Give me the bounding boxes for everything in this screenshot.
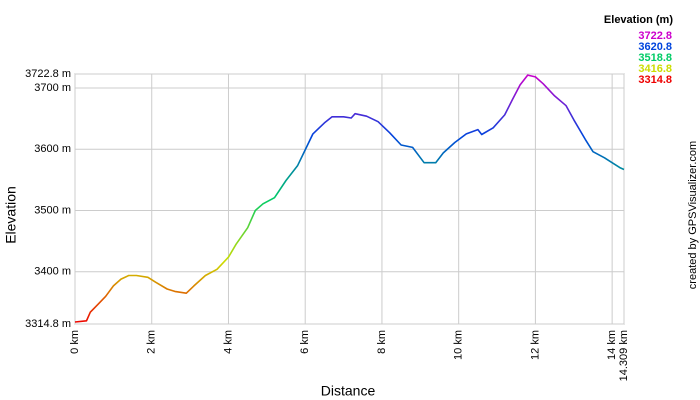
x-tick-label: 10 km	[453, 330, 465, 360]
y-tick-label: 3500 m	[34, 204, 71, 216]
x-tick-label: 14 km	[606, 330, 618, 360]
plot-frame	[74, 73, 625, 325]
y-tick-label: 3700 m	[34, 82, 71, 94]
y-axis-title: Elevation	[3, 186, 19, 244]
legend-value: 3518.8	[638, 52, 672, 64]
y-tick-label: 3400 m	[34, 266, 71, 278]
legend-value: 3314.8	[638, 74, 672, 86]
x-tick-label: 14.309 km	[618, 330, 630, 381]
legend-title: Elevation (m)	[604, 14, 673, 26]
x-tick-label: 4 km	[222, 330, 234, 354]
x-tick-label: 6 km	[299, 330, 311, 354]
legend-value: 3620.8	[638, 41, 672, 53]
x-tick-label: 12 km	[529, 330, 541, 360]
legend-value: 3416.8	[638, 63, 672, 75]
y-tick-label: 3722.8 m	[25, 68, 71, 80]
legend-value: 3722.8	[638, 30, 672, 42]
x-tick-label: 8 km	[376, 330, 388, 354]
x-axis-title: Distance	[321, 383, 376, 399]
x-tick-label: 0 km	[69, 330, 81, 354]
y-tick-label: 3600 m	[34, 143, 71, 155]
x-tick-label: 2 km	[146, 330, 158, 354]
credit: created by GPSVisualizer.com	[687, 141, 699, 289]
y-tick-label: 3314.8 m	[25, 318, 71, 330]
elevation-line	[74, 74, 625, 323]
